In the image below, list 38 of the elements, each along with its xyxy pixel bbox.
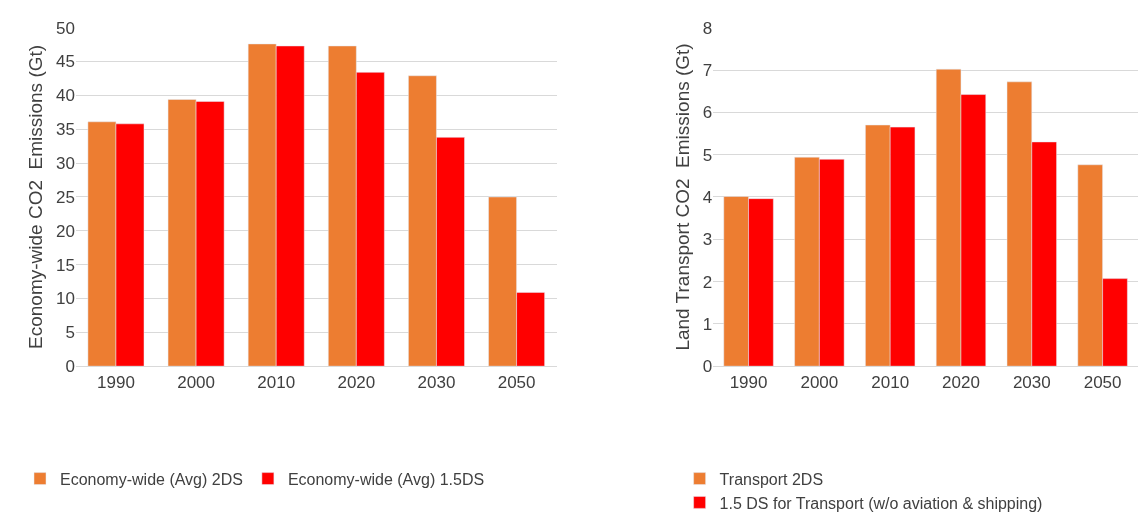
y-tick-label: 8 [702, 18, 713, 38]
x-tick-label: 2010 [871, 372, 910, 392]
y-tick-label: 20 [55, 221, 75, 241]
x-tick-label: 2000 [177, 372, 215, 392]
x-tick-label: 2050 [1083, 372, 1122, 392]
x-tick-label: 2000 [800, 372, 839, 392]
legend-label: Economy-wide (Avg) 1.5DS [287, 470, 485, 488]
y-tick-label: 1 [702, 314, 713, 334]
y-tick-label: 4 [702, 187, 713, 207]
y-tick-label: 45 [55, 52, 75, 72]
x-tick-label: 2050 [497, 372, 536, 392]
x-tick-label: 2030 [1012, 372, 1051, 392]
y-tick-label: 40 [55, 86, 75, 106]
x-tick-label: 2030 [417, 372, 456, 392]
y-tick-label: 2 [702, 272, 713, 292]
x-tick-label: 2010 [257, 372, 296, 392]
x-tick-label: 1990 [97, 372, 135, 392]
y-tick-label: 30 [55, 154, 75, 174]
y-tick-label: 50 [55, 18, 75, 38]
x-tick-label: 2020 [337, 372, 376, 392]
y-tick-label: 7 [702, 60, 713, 80]
legend-label: Economy-wide (Avg) 2DS [60, 470, 243, 488]
y-tick-label: 25 [55, 187, 75, 207]
y-tick-label: 0 [65, 357, 75, 377]
legend-label: 1.5 DS for Transport (w/o aviation & shipping) [719, 494, 1043, 512]
y-tick-label: 5 [65, 323, 75, 343]
y-tick-label: 35 [55, 120, 75, 140]
y-axis-title: Land Transport CO2 Emissions (Gt) [671, 43, 693, 351]
y-tick-label: 15 [55, 255, 75, 275]
y-tick-label: 10 [55, 289, 75, 309]
x-tick-label: 2020 [942, 372, 980, 392]
y-axis-title: Economy-wide CO2 Emissions (Gt) [24, 44, 46, 349]
y-tick-label: 5 [702, 145, 713, 165]
legend-label: Transport 2DS [719, 470, 824, 488]
x-tick-label: 1990 [729, 372, 768, 392]
y-tick-label: 6 [702, 103, 713, 123]
y-tick-label: 0 [702, 357, 713, 377]
y-tick-label: 3 [702, 230, 713, 250]
